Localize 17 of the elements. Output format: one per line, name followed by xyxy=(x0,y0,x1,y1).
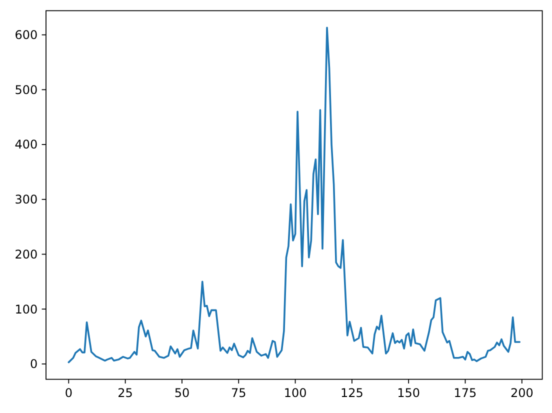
x-tick-label: 100 xyxy=(284,386,307,400)
x-tick-label: 125 xyxy=(340,386,364,400)
y-tick-label: 600 xyxy=(14,28,38,42)
x-tick-label: 25 xyxy=(118,386,133,400)
y-tick-label: 300 xyxy=(14,192,38,207)
line-series xyxy=(68,26,521,364)
x-tick-label: 0 xyxy=(64,386,72,400)
y-tick-label: 0 xyxy=(30,357,38,372)
x-tick-label: 150 xyxy=(397,386,420,400)
y-tick-label: 100 xyxy=(14,302,38,316)
x-tick-label: 75 xyxy=(230,386,246,400)
y-tick-label: 200 xyxy=(14,247,38,262)
y-tick-label: 500 xyxy=(14,82,38,97)
x-tick-label: 200 xyxy=(510,386,534,400)
y-tick-label: 400 xyxy=(14,138,38,152)
x-tick-label: 50 xyxy=(174,386,190,400)
x-tick-label: 175 xyxy=(454,386,477,400)
